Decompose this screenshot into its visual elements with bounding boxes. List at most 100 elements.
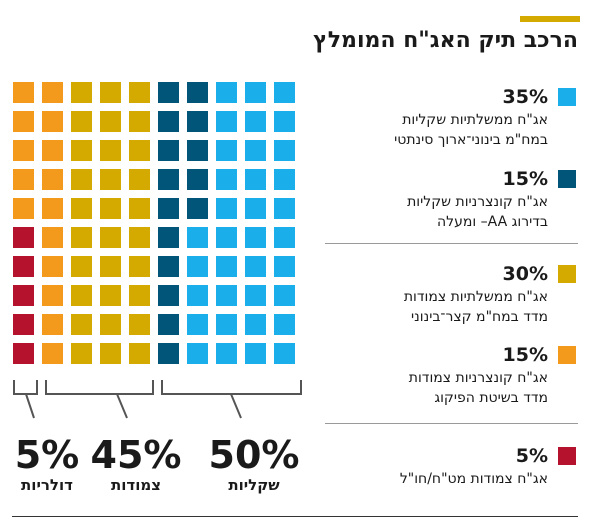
waffle-cell <box>129 169 150 190</box>
waffle-cell <box>129 111 150 132</box>
waffle-cell <box>274 285 295 306</box>
bottom-rule <box>12 516 578 517</box>
legend-desc-line1: אג"ח קונצרניות צמודות <box>408 370 548 386</box>
waffle-cell <box>129 198 150 219</box>
waffle-cell <box>158 198 179 219</box>
legend-percent: 35% <box>502 86 548 108</box>
legend-desc-line2: מדד במח"מ קצר־בינוני <box>411 309 548 325</box>
waffle-cell <box>13 256 34 277</box>
waffle-cell <box>129 314 150 335</box>
waffle-cell <box>245 140 266 161</box>
waffle-cell <box>13 82 34 103</box>
waffle-cell <box>274 256 295 277</box>
waffle-cell <box>187 140 208 161</box>
waffle-cell <box>158 169 179 190</box>
waffle-cell <box>216 140 237 161</box>
waffle-cell <box>187 111 208 132</box>
waffle-cell <box>13 140 34 161</box>
waffle-cell <box>216 227 237 248</box>
waffle-cell <box>13 285 34 306</box>
legend-swatch <box>558 265 576 283</box>
legend-percent: 15% <box>502 344 548 366</box>
waffle-cell <box>245 82 266 103</box>
waffle-cell <box>71 198 92 219</box>
waffle-cell <box>71 227 92 248</box>
waffle-cell <box>187 227 208 248</box>
waffle-cell <box>158 227 179 248</box>
waffle-cell <box>129 227 150 248</box>
waffle-cell <box>100 285 121 306</box>
waffle-cell <box>42 111 63 132</box>
waffle-cell <box>216 285 237 306</box>
legend-swatch <box>558 88 576 106</box>
waffle-cell <box>71 82 92 103</box>
waffle-cell <box>100 82 121 103</box>
waffle-cell <box>71 285 92 306</box>
waffle-cell <box>42 285 63 306</box>
waffle-cell <box>187 198 208 219</box>
waffle-cell <box>100 314 121 335</box>
group-bracket <box>161 380 302 419</box>
waffle-cell <box>42 256 63 277</box>
legend-separator <box>325 243 578 244</box>
waffle-cell <box>274 169 295 190</box>
legend-item-govt-shekel: 35% אג"ח ממשלתיות שקליות במח"מ בינוני־אר… <box>321 86 576 150</box>
waffle-cell <box>274 343 295 364</box>
waffle-cell <box>42 169 63 190</box>
waffle-cell <box>42 198 63 219</box>
group-label: צמודות <box>111 476 161 494</box>
waffle-cell <box>274 198 295 219</box>
waffle-cell <box>100 169 121 190</box>
legend-percent: 5% <box>515 445 548 467</box>
legend-separator <box>325 423 578 424</box>
waffle-cell <box>274 82 295 103</box>
waffle-cell <box>71 111 92 132</box>
waffle-cell <box>13 111 34 132</box>
legend-desc-line1: אג"ח קונצרניות שקליות <box>407 194 548 210</box>
waffle-cell <box>71 140 92 161</box>
waffle-cell <box>158 256 179 277</box>
waffle-cell <box>187 343 208 364</box>
group-percent: 5% <box>15 433 80 477</box>
waffle-cell <box>129 256 150 277</box>
waffle-cell <box>42 343 63 364</box>
legend-percent: 15% <box>502 168 548 190</box>
group-bracket <box>45 380 154 419</box>
waffle-cell <box>42 82 63 103</box>
waffle-cell <box>158 111 179 132</box>
waffle-cell <box>42 140 63 161</box>
group-percent: 45% <box>91 433 182 477</box>
legend-item-fx-linked: 5% אג"ח צמודות מט"ח/חו"ל <box>321 445 576 489</box>
legend-desc-line2: במח"מ בינוני־ארוך סינתטי <box>394 132 548 148</box>
legend-desc-line1: אג"ח ממשלתיות שקליות <box>402 112 548 128</box>
waffle-cell <box>245 343 266 364</box>
waffle-cell <box>274 140 295 161</box>
group-bracket <box>13 380 38 419</box>
waffle-cell <box>216 169 237 190</box>
waffle-cell <box>216 82 237 103</box>
waffle-cell <box>13 343 34 364</box>
waffle-cell <box>187 169 208 190</box>
waffle-cell <box>216 343 237 364</box>
waffle-cell <box>216 314 237 335</box>
group-percent: 50% <box>209 433 300 477</box>
waffle-cell <box>274 227 295 248</box>
waffle-cell <box>274 314 295 335</box>
waffle-cell <box>158 314 179 335</box>
waffle-cell <box>216 198 237 219</box>
waffle-cell <box>129 343 150 364</box>
legend-swatch <box>558 346 576 364</box>
waffle-cell <box>245 111 266 132</box>
group-label: דולריות <box>21 476 73 494</box>
legend-item-corp-shekel: 15% אג"ח קונצרניות שקליות בדירוג AA– ומע… <box>321 168 576 232</box>
waffle-cell <box>245 169 266 190</box>
waffle-cell <box>245 256 266 277</box>
waffle-cell <box>13 169 34 190</box>
waffle-cell <box>42 227 63 248</box>
waffle-cell <box>216 256 237 277</box>
waffle-cell <box>187 256 208 277</box>
accent-bar <box>520 16 580 22</box>
waffle-chart: 50%שקליות 45%צמודות 5%דולריות <box>13 82 302 494</box>
waffle-cell <box>245 314 266 335</box>
waffle-cell <box>245 227 266 248</box>
